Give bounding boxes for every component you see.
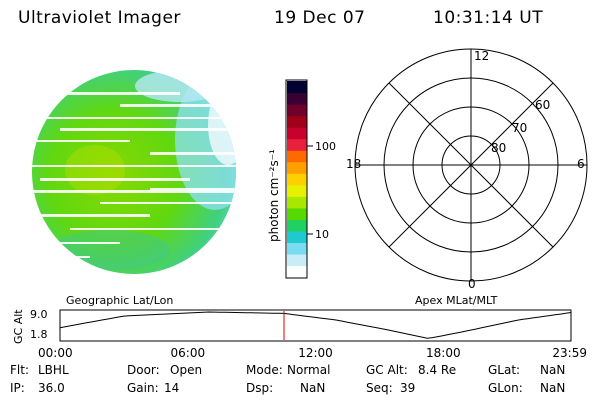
observation-date: 19 Dec 07 xyxy=(274,8,366,28)
colorbar-frame xyxy=(285,79,308,279)
colorbar-segment xyxy=(287,173,307,186)
altitude-xtick-label: 06:00 xyxy=(171,346,206,360)
glon-label: GLon: xyxy=(488,381,523,395)
colorbar-segment xyxy=(287,265,307,278)
colorbar-segment xyxy=(287,92,307,105)
ip-label: IP: xyxy=(10,381,25,395)
glat-value: NaN xyxy=(540,363,566,377)
dsp-label: Dsp: xyxy=(246,381,274,395)
altitude-ylabel: GC Alt xyxy=(12,309,25,344)
scanline-gap xyxy=(32,92,180,95)
dsp-value: NaN xyxy=(300,381,326,395)
polar-labels: 12 18 6 0 60 70 80 xyxy=(346,49,585,291)
altitude-xtick-label: 23:59 xyxy=(552,346,587,360)
colorbar-segment xyxy=(287,115,307,128)
mlat-label-80: 80 xyxy=(491,141,506,155)
mode-label: Mode: xyxy=(246,363,283,377)
scanline-gap xyxy=(32,214,150,217)
image-scanline-gaps xyxy=(32,92,236,258)
filter-value: LBHL xyxy=(38,363,69,377)
colorbar-segment xyxy=(287,219,307,232)
gcalt-value: 8.4 Re xyxy=(418,363,457,377)
colorbar: 100 10 photon cm⁻²s⁻¹ xyxy=(267,79,336,279)
filter-label: Flt: xyxy=(10,363,29,377)
colorbar-segment xyxy=(287,127,307,140)
image-panel-label: Geographic Lat/Lon xyxy=(66,294,173,307)
colorbar-segment xyxy=(287,207,307,220)
gain-value: 14 xyxy=(164,381,180,395)
altitude-xtick-label: 12:00 xyxy=(298,346,333,360)
colorbar-tick-label-10: 10 xyxy=(315,228,329,241)
ip-value: 36.0 xyxy=(38,381,65,395)
instrument-title: Ultraviolet Imager xyxy=(18,8,181,28)
polar-diagonal-2 xyxy=(388,82,554,248)
scanline-gap xyxy=(32,165,236,167)
door-value: Open xyxy=(170,363,203,377)
colorbar-segment xyxy=(287,230,307,244)
colorbar-segment xyxy=(287,196,307,209)
glon-value: NaN xyxy=(540,381,566,395)
scanline-gap xyxy=(100,202,236,204)
colorbar-segment xyxy=(287,138,307,151)
colorbar-segment xyxy=(287,104,307,117)
scanline-gap xyxy=(32,190,236,193)
colorbar-segment xyxy=(287,161,307,174)
mlat-label-60: 60 xyxy=(535,98,550,112)
mlt-label-right: 6 xyxy=(577,157,585,171)
seq-value: 39 xyxy=(400,381,416,395)
scanline-gap xyxy=(32,256,90,258)
scanline-gap xyxy=(32,242,120,244)
altitude-ytick-min: 1.8 xyxy=(30,328,48,341)
glat-label: GLat: xyxy=(488,363,521,377)
altitude-plot-frame xyxy=(59,309,572,342)
seq-label: Seq: xyxy=(366,381,393,395)
polar-panel-label: Apex MLat/MLT xyxy=(415,294,498,307)
observation-time: 10:31:14 UT xyxy=(433,8,544,28)
mlat-label-70: 70 xyxy=(512,121,527,135)
altitude-xtick-label: 18:00 xyxy=(426,346,461,360)
colorbar-segment xyxy=(287,150,307,163)
colorbar-segment xyxy=(287,81,307,94)
scanline-gap xyxy=(70,228,236,230)
colorbar-segment xyxy=(287,253,307,267)
gcalt-label: GC Alt: xyxy=(366,363,408,377)
gain-label: Gain: xyxy=(127,381,159,395)
door-label: Door: xyxy=(127,363,160,377)
altitude-xtick-label: 00:00 xyxy=(38,346,73,360)
scanline-gap xyxy=(150,188,236,190)
altitude-xticks: 00:00 06:00 12:00 18:00 23:59 xyxy=(38,346,587,360)
mode-value: Normal xyxy=(287,363,331,377)
colorbar-unit-label: photon cm⁻²s⁻¹ xyxy=(267,149,281,242)
altitude-plot: GC Alt 9.0 1.8 00:00 06:00 12:00 18:00 23:59 xyxy=(12,308,587,360)
colorbar-tick-label-100: 100 xyxy=(315,140,336,153)
colorbar-segment xyxy=(287,242,307,255)
altitude-curve xyxy=(59,311,572,339)
scanline-gap xyxy=(150,152,236,155)
mlt-label-bottom: 0 xyxy=(468,277,476,291)
scanline-gap xyxy=(32,140,130,142)
mlt-label-top: 12 xyxy=(474,49,489,63)
scanline-gap xyxy=(120,104,236,107)
scanline-gap xyxy=(32,117,230,119)
mlt-label-left: 18 xyxy=(346,157,361,171)
auroral-image xyxy=(32,70,236,274)
colorbar-segment xyxy=(287,184,307,197)
polar-grid xyxy=(354,48,588,282)
scanline-gap xyxy=(60,128,236,131)
scanline-gap xyxy=(40,178,190,181)
altitude-ytick-max: 9.0 xyxy=(30,308,48,321)
